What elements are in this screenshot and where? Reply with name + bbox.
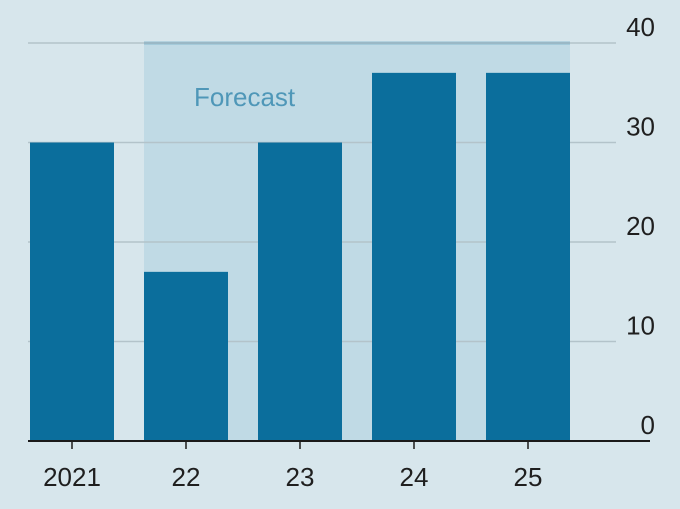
y-tick-label: 20 xyxy=(626,211,655,241)
x-ticks xyxy=(71,441,529,449)
bar-25 xyxy=(486,72,570,441)
y-tick-label: 0 xyxy=(641,410,655,440)
bar-24 xyxy=(372,72,456,441)
bar-2021 xyxy=(30,142,114,441)
y-tick-label: 10 xyxy=(626,311,655,341)
y-tick-label: 30 xyxy=(626,112,655,142)
x-tick-label: 23 xyxy=(286,462,315,492)
x-tick-label: 24 xyxy=(400,462,429,492)
x-tick-label: 25 xyxy=(514,462,543,492)
bar-22 xyxy=(144,271,228,441)
bar-23 xyxy=(258,142,342,441)
y-tick-labels: 0 10 20 30 40 xyxy=(626,12,655,440)
x-tick-label: 22 xyxy=(172,462,201,492)
y-tick-label: 40 xyxy=(626,12,655,42)
forecast-label: Forecast xyxy=(194,82,296,112)
x-tick-label: 2021 xyxy=(43,462,101,492)
x-tick-labels: 2021 22 23 24 25 xyxy=(43,462,542,492)
bars xyxy=(30,72,570,441)
